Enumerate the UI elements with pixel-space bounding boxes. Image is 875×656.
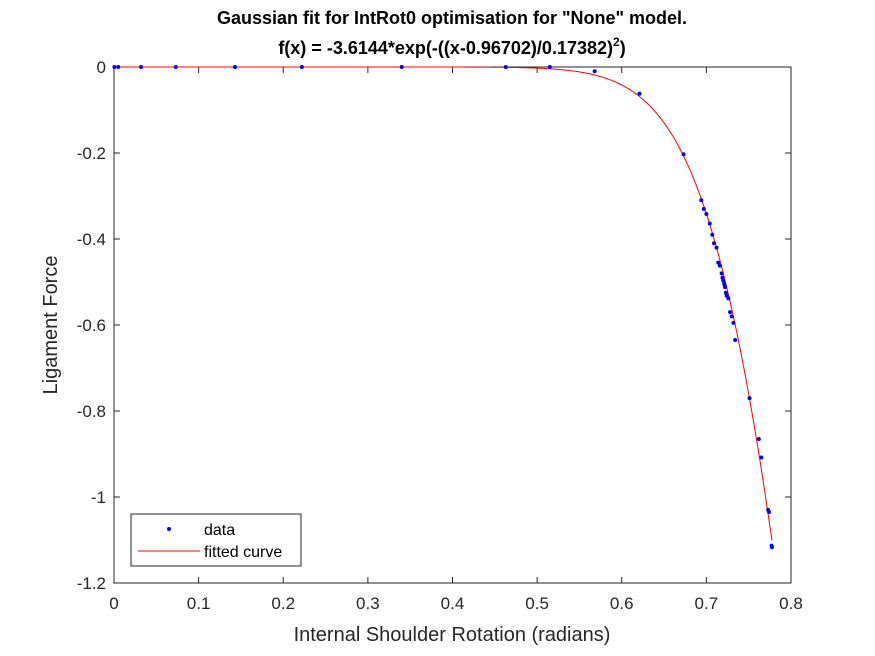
x-tick-label: 0.2	[271, 594, 295, 613]
data-point	[701, 206, 706, 211]
data-point	[637, 91, 642, 96]
data-point	[503, 65, 508, 69]
y-tick-label: -0.6	[77, 316, 106, 335]
title-formula: f(x) = -3.6144*exp(-((x-0.96702)/0.17382…	[278, 38, 613, 58]
data-points	[112, 65, 774, 550]
data-point	[399, 65, 404, 69]
data-point	[722, 282, 727, 287]
data-point	[112, 65, 117, 69]
data-point	[728, 310, 733, 315]
data-point	[767, 510, 771, 515]
y-tick-label: -1	[91, 488, 106, 507]
x-tick-label: 0.6	[610, 594, 634, 613]
x-tick-label: 0.1	[187, 594, 211, 613]
x-tick-label: 0.5	[525, 594, 549, 613]
legend-fit-label: fitted curve	[204, 544, 282, 561]
data-point	[139, 65, 144, 69]
data-point	[173, 65, 178, 69]
plot-area	[113, 66, 792, 584]
y-tick-label: -1.2	[77, 574, 106, 593]
x-axis-ticks: 0 0.1 0.2 0.3 0.4 0.5 0.6 0.7 0.8	[109, 67, 803, 613]
data-point	[759, 455, 764, 460]
data-point	[769, 545, 774, 550]
x-tick-label: 0.8	[779, 594, 803, 613]
data-point	[233, 65, 238, 69]
data-point	[707, 221, 712, 226]
y-tick-label: -0.8	[77, 402, 106, 421]
data-point	[547, 65, 552, 69]
y-axis-label: Ligament Force	[40, 256, 62, 395]
fitted-curve-line	[114, 66, 773, 541]
x-axis-label: Internal Shoulder Rotation (radians)	[294, 624, 611, 646]
data-point	[756, 436, 761, 441]
data-point	[719, 271, 724, 276]
data-point	[681, 152, 686, 157]
y-axis-ticks: 0 -0.2 -0.4 -0.6 -0.8 -1 -1.2	[77, 58, 791, 593]
chart-title-line2: f(x) = -3.6144*exp(-((x-0.96702)/0.17382…	[278, 35, 625, 58]
data-point	[716, 260, 721, 265]
data-point	[711, 241, 716, 246]
chart-title-line1: Gaussian fit for IntRot0 optimisation fo…	[217, 8, 687, 28]
data-point	[747, 396, 752, 401]
data-point	[717, 263, 722, 268]
data-point	[299, 65, 304, 69]
y-tick-label: -0.2	[77, 144, 106, 163]
data-point	[729, 314, 734, 319]
data-point	[699, 198, 704, 203]
data-point	[726, 296, 731, 301]
legend-box	[130, 513, 302, 567]
data-point	[714, 245, 719, 250]
data-point	[704, 212, 709, 217]
x-tick-label: 0.7	[695, 594, 719, 613]
title-formula-exponent: 2	[613, 35, 620, 49]
x-tick-label: 0	[109, 594, 118, 613]
x-tick-label: 0.4	[441, 594, 465, 613]
y-tick-label: 0	[97, 58, 106, 77]
data-point	[731, 320, 736, 325]
data-point	[721, 278, 726, 283]
data-point	[733, 338, 738, 343]
data-point	[723, 290, 728, 295]
data-point	[710, 232, 715, 237]
x-tick-label: 0.3	[356, 594, 380, 613]
title-formula-tail: )	[620, 38, 626, 58]
legend-data-label: data	[204, 522, 235, 539]
y-tick-label: -0.4	[77, 230, 106, 249]
data-point	[720, 275, 725, 280]
data-point	[592, 69, 597, 74]
legend: data fitted curve	[130, 513, 302, 567]
data-point	[722, 285, 727, 290]
data-point	[116, 65, 121, 69]
legend-data-marker	[167, 527, 171, 531]
